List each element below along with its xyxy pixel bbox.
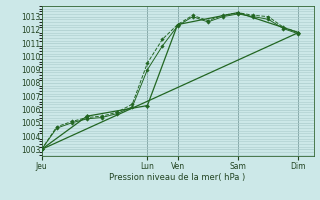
X-axis label: Pression niveau de la mer( hPa ): Pression niveau de la mer( hPa ) <box>109 173 246 182</box>
